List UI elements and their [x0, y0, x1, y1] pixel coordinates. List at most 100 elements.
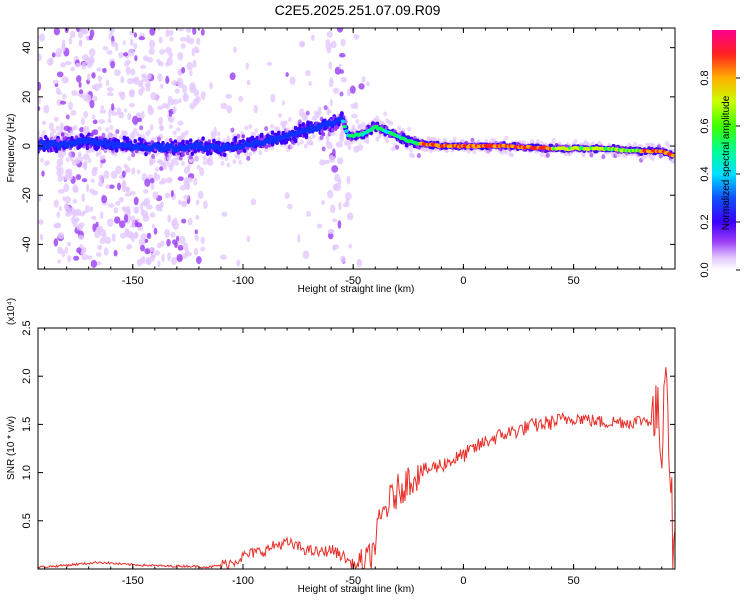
spectrogram-halo-cell [589, 152, 594, 158]
spectrogram-noise-cell [177, 28, 184, 32]
spectrogram-halo-cell [65, 114, 70, 120]
spectrogram-halo-cell [208, 155, 213, 161]
spectrogram-halo-cell [107, 118, 112, 124]
spectrogram-cell [306, 120, 310, 125]
spectrogram-core-cell [56, 144, 62, 151]
spectrogram-noise-cell [195, 96, 201, 104]
spectrogram-noise-cell [144, 238, 149, 244]
spectrogram-y-tick-label: -20 [21, 187, 33, 203]
spectrogram-noise-cell [90, 206, 94, 212]
spectrogram-noise-cell [167, 214, 172, 223]
spectrogram-halo-cell [510, 152, 515, 158]
spectrogram-halo-cell [39, 157, 44, 163]
spectrogram-noise-cell [336, 28, 344, 33]
spectrogram-noise-cell [41, 120, 47, 125]
spectrogram-noise-cell [168, 29, 174, 37]
spectrogram-noise-cell [225, 93, 232, 99]
spectrogram-cell [384, 125, 389, 131]
spectrogram-noise-cell [172, 106, 177, 114]
spectrogram-core-cell [42, 140, 48, 146]
spectrogram-noise-cell [339, 69, 345, 74]
spectrogram-noise-cell [200, 236, 205, 245]
spectrogram-noise-cell [183, 194, 189, 200]
spectrogram-noise-cell [38, 106, 41, 111]
spectrogram-halo-cell [309, 141, 314, 147]
spectrogram-halo-cell [166, 162, 171, 168]
spectrogram-noise-cell [57, 259, 62, 264]
spectrogram-noise-cell [159, 124, 164, 131]
spectrogram-noise-cell [57, 188, 65, 194]
spectrogram-noise-cell [165, 75, 170, 85]
spectrogram-noise-cell [79, 39, 83, 47]
spectrogram-halo-cell [127, 156, 132, 162]
spectrogram-noise-cell [100, 105, 105, 110]
colorbar-label: Normalized spectral amplitude [721, 95, 732, 230]
spectrogram-noise-cell [199, 167, 205, 177]
spectrogram-noise-cell [49, 122, 54, 131]
spectrogram-panel: -150 -100 -50 0 50 40 20 0 -20 -40 Height of str… [6, 27, 676, 295]
spectrogram-noise-cell [154, 173, 161, 181]
spectrogram-noise-cell [81, 178, 88, 183]
spectrogram-noise-cell [74, 62, 82, 68]
spectrogram-noise-cell [178, 235, 186, 245]
spectrogram-noise-cell [85, 183, 90, 193]
spectrogram-noise-cell [104, 236, 112, 245]
spectrogram-noise-cell [72, 213, 76, 218]
spectrogram-noise-cell [296, 141, 301, 147]
spectrogram-noise-cell [186, 61, 194, 71]
spectrogram-halo-cell [585, 141, 590, 147]
spectrogram-halo-cell [133, 127, 138, 133]
spectrogram-noise-cell [229, 72, 236, 81]
spectrogram-noise-cell [336, 157, 344, 165]
spectrogram-noise-cell [145, 256, 152, 265]
spectrogram-noise-cell [66, 173, 74, 181]
spectrogram-noise-cell [78, 234, 85, 240]
spectrogram-halo-cell [73, 124, 78, 130]
spectrogram-noise-cell [56, 71, 64, 78]
spectrogram-halo-cell [244, 125, 249, 131]
spectrogram-core-cell [672, 153, 675, 158]
spectrogram-core-cell [307, 127, 312, 134]
spectrogram-noise-cell [177, 51, 184, 61]
spectrogram-halo-cell [248, 151, 253, 157]
spectrogram-cell [207, 139, 212, 144]
spectrogram-noise-cell [160, 201, 165, 208]
spectrogram-noise-cell [140, 64, 147, 69]
spectrogram-noise-cell [250, 198, 257, 206]
spectrogram-frame [37, 27, 676, 270]
spectrogram-noise-cell [209, 82, 213, 90]
spectrogram-cell [222, 152, 227, 158]
colorbar-gradient [712, 30, 736, 270]
spectrogram-noise-cell [121, 170, 126, 178]
spectrogram-halo-cell [472, 149, 477, 155]
spectrogram-noise-cell [129, 38, 134, 46]
spectrogram-noise-cell [192, 28, 197, 35]
spectrogram-halo-cell [276, 126, 281, 132]
snr-y-tick-label: 2.0 [21, 369, 33, 384]
spectrogram-noise-cell [74, 217, 80, 222]
spectrogram-noise-cell [122, 52, 129, 57]
spectrogram-cell [181, 139, 185, 145]
spectrogram-noise-cell [159, 49, 166, 55]
spectrogram-noise-cell [98, 174, 104, 183]
spectrogram-halo-cell [452, 136, 457, 142]
spectrogram-noise-cell [82, 247, 87, 253]
spectrogram-noise-cell [124, 187, 130, 193]
spectrogram-x-tick-label: -50 [345, 275, 361, 287]
spectrogram-noise-cell [138, 36, 146, 41]
spectrogram-noise-cell [65, 77, 69, 83]
spectrogram-noise-cell [270, 93, 276, 103]
spectrogram-noise-cell [266, 61, 273, 66]
colorbar: 0.0 0.2 0.4 0.6 0.8 Normalized spectral ampl… [699, 30, 740, 278]
spectrogram-noise-cell [138, 237, 146, 247]
spectrogram-noise-cell [157, 73, 163, 82]
spectrogram-noise-cell [156, 204, 162, 210]
snr-y-tick-label: 1.5 [21, 417, 33, 432]
spectrogram-cell [276, 130, 281, 136]
spectrogram-noise-cell [73, 187, 79, 193]
spectrogram-noise-cell [107, 218, 114, 228]
spectrogram-noise-cell [338, 53, 346, 58]
spectrogram-noise-cell [188, 37, 195, 45]
spectrogram-noise-cell [53, 28, 60, 36]
spectrogram-halo-cell [383, 111, 388, 117]
